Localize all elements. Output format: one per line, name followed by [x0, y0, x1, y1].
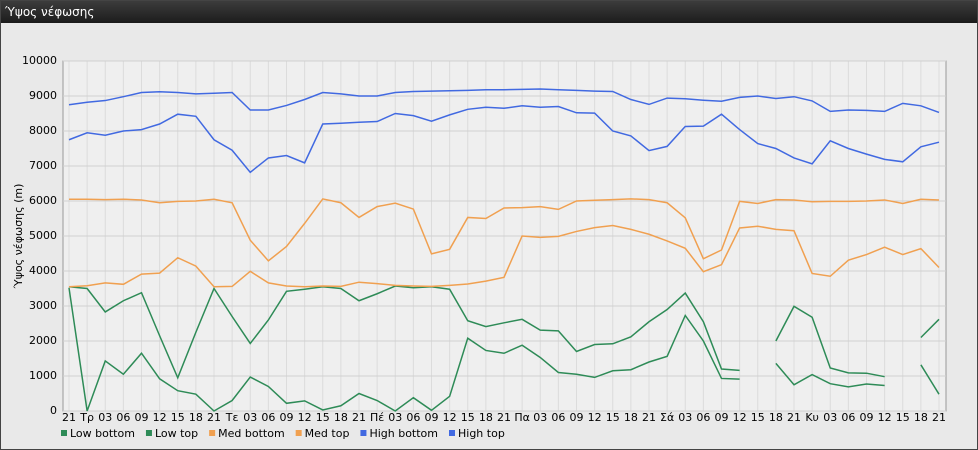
x-tick-label: 18: [334, 411, 348, 424]
x-tick-label: 06: [406, 411, 420, 424]
x-tick-label: 15: [461, 411, 475, 424]
x-tick-label: Πα: [514, 411, 530, 424]
legend-swatch: [209, 430, 216, 436]
y-tick-label: 3000: [29, 299, 57, 312]
x-tick-label: Κυ: [805, 411, 819, 424]
x-tick-label: 21: [207, 411, 221, 424]
legend-label: Low bottom: [70, 427, 135, 440]
x-tick-label: 12: [153, 411, 167, 424]
series-line: [68, 105, 940, 174]
y-tick-label: 2000: [29, 334, 57, 347]
x-tick-label: 21: [497, 411, 511, 424]
x-tick-label: 18: [189, 411, 203, 424]
y-tick-label: 6000: [29, 194, 57, 207]
x-tick-label: 18: [914, 411, 928, 424]
x-tick-label: 12: [733, 411, 747, 424]
x-tick-label: Tρ: [79, 411, 94, 424]
x-tick-label: 15: [171, 411, 185, 424]
legend-label: High top: [458, 427, 505, 440]
x-tick-label: 09: [860, 411, 874, 424]
x-tick-label: 03: [243, 411, 257, 424]
x-tick-label: 06: [841, 411, 855, 424]
y-tick-label: 10000: [22, 54, 57, 67]
series-line: [68, 285, 940, 380]
y-axis-label: Ύψος νέφωσης (m): [12, 184, 25, 290]
x-tick-label: 03: [388, 411, 402, 424]
x-tick-label: 06: [116, 411, 130, 424]
x-tick-label: 09: [135, 411, 149, 424]
legend-swatch: [61, 430, 67, 436]
series-line: [69, 198, 940, 262]
x-tick-label: 03: [533, 411, 547, 424]
title-bar: Ύψος νέφωσης: [1, 1, 977, 23]
x-tick-label: 03: [98, 411, 112, 424]
x-tick-label: 15: [316, 411, 330, 424]
legend-label: High bottom: [369, 427, 438, 440]
chart: 21 Tρ 03 06 09 12 15 18 21 Tε 03 06 09 12 15 18 21 Πέ 03 06…: [12, 54, 947, 440]
legend-swatch: [360, 430, 367, 436]
legend-swatch: [449, 430, 455, 436]
x-tick-label: 21: [932, 411, 946, 424]
x-tick-label: 12: [878, 411, 892, 424]
series-line: [68, 88, 940, 114]
x-tick-label: Tε: [225, 411, 239, 424]
series-line: [68, 287, 940, 412]
x-tick-label: 06: [696, 411, 710, 424]
x-tick-label: 18: [479, 411, 493, 424]
x-tick-label: 21: [352, 411, 366, 424]
x-tick-label: 12: [588, 411, 602, 424]
legend-label: Med bottom: [218, 427, 285, 440]
y-tick-label: 8000: [29, 124, 57, 137]
y-tick-label: 0: [50, 404, 57, 417]
y-tick-label: 9000: [29, 89, 57, 102]
x-tick-label: 15: [751, 411, 765, 424]
x-tick-label: 12: [298, 411, 312, 424]
y-tick-label: 4000: [29, 264, 57, 277]
x-tick-label: 06: [551, 411, 565, 424]
legend-swatch: [145, 430, 152, 436]
x-tick-label: 18: [769, 411, 783, 424]
x-tick-label: 06: [261, 411, 275, 424]
x-tick-label: Πέ: [370, 411, 384, 424]
x-tick-label: 12: [443, 411, 457, 424]
legend-label: Med top: [305, 427, 350, 440]
x-tick-label: 15: [606, 411, 620, 424]
x-tick-label: 09: [425, 411, 439, 424]
legend-swatch: [295, 430, 302, 436]
x-tick-label: 09: [570, 411, 584, 424]
x-tick-label: 09: [715, 411, 729, 424]
x-tick-label: 18: [624, 411, 638, 424]
x-tick-label: 03: [823, 411, 837, 424]
x-tick-label: 03: [678, 411, 692, 424]
x-tick-label: 15: [896, 411, 910, 424]
x-tick-label: 21: [62, 411, 76, 424]
y-tick-label: 5000: [29, 229, 57, 242]
x-tick-label: 09: [280, 411, 294, 424]
x-tick-label: 21: [642, 411, 656, 424]
series-line: [68, 224, 940, 288]
legend-label: Low top: [155, 427, 198, 440]
y-tick-label: 7000: [29, 159, 57, 172]
x-tick-label: 21: [787, 411, 801, 424]
x-tick-label: Σά: [660, 411, 674, 424]
y-tick-label: 1000: [29, 369, 57, 382]
